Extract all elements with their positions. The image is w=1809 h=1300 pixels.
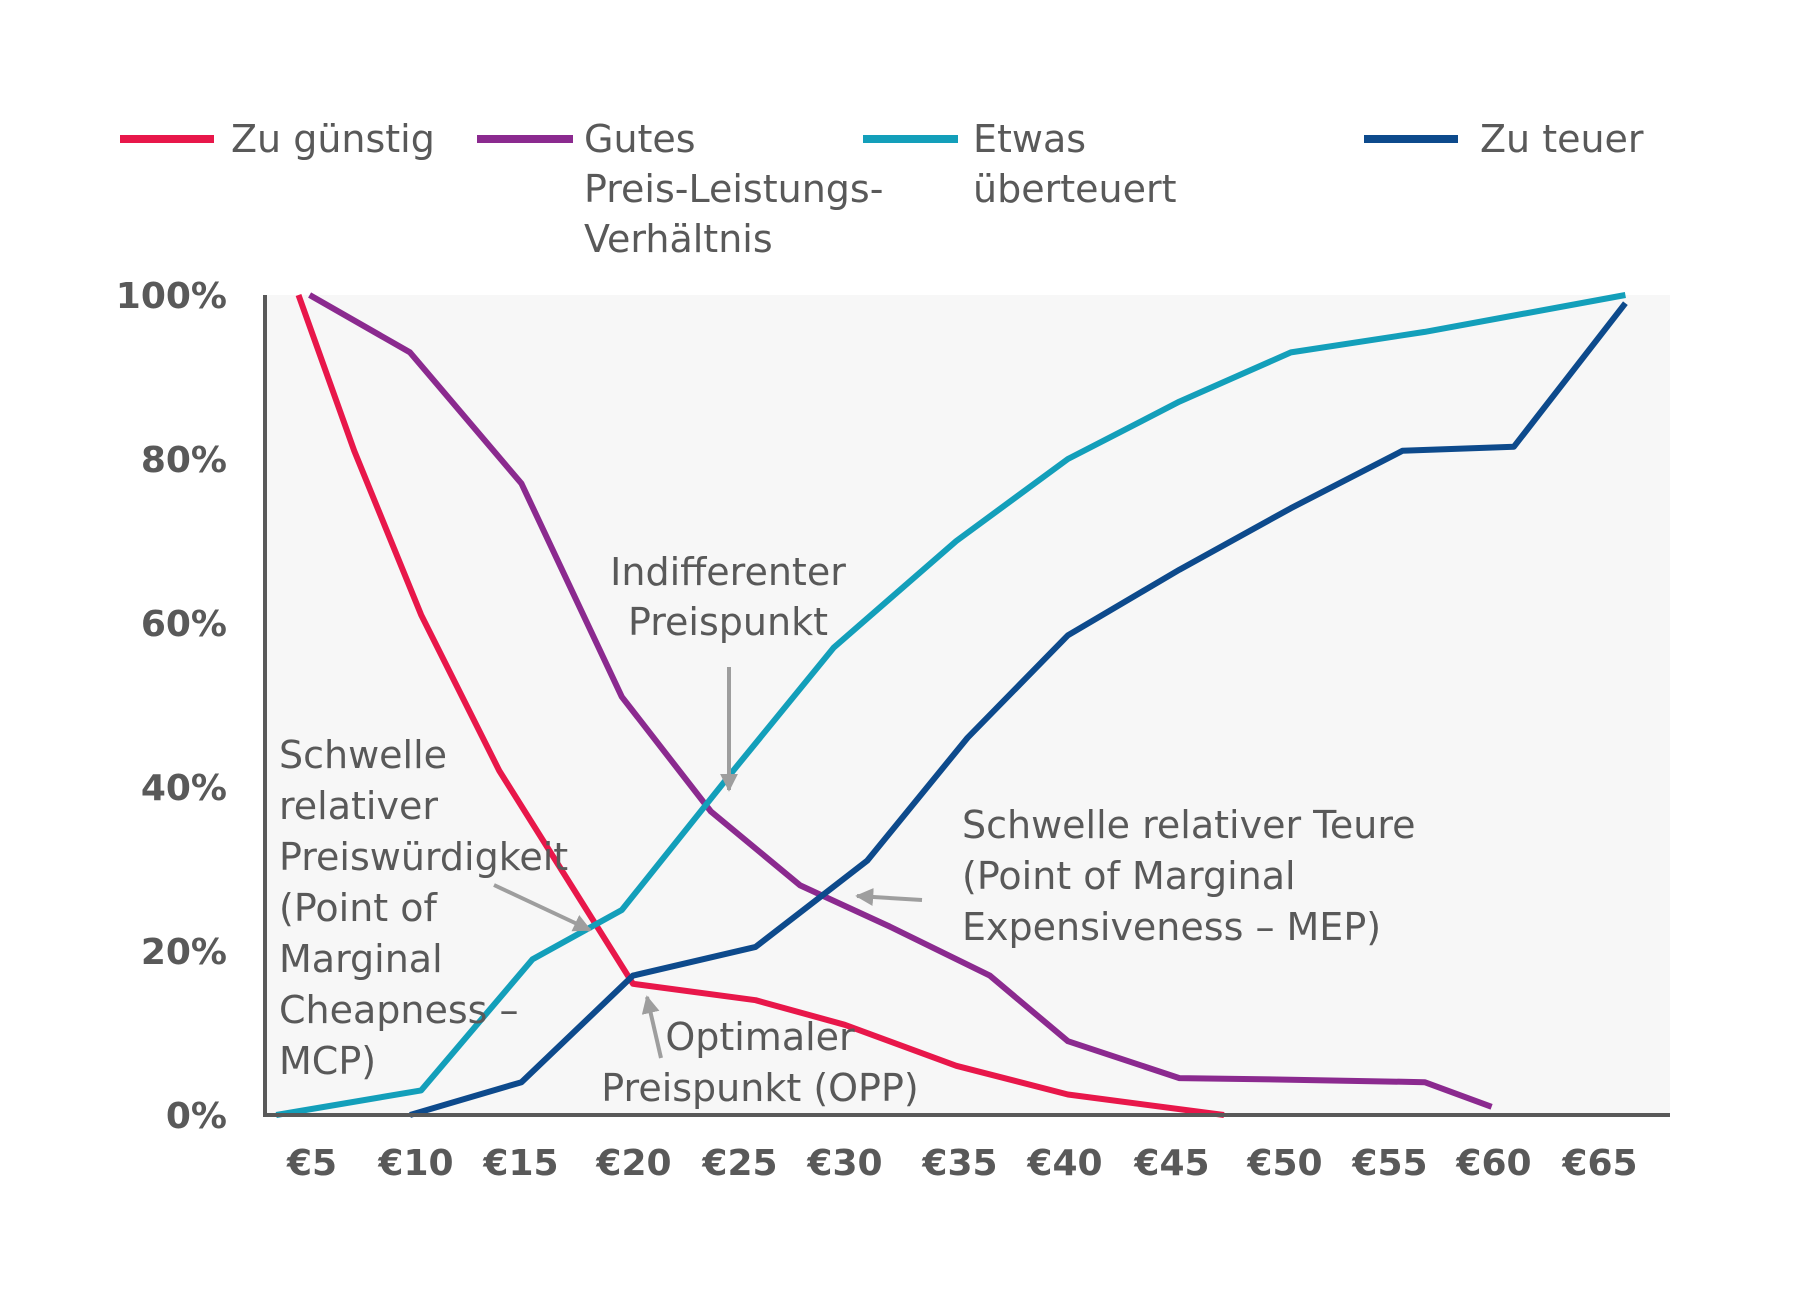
series-line-4 xyxy=(409,301,1628,1118)
x-tick-label: €60 xyxy=(1455,1143,1531,1184)
legend-label: Etwas überteuert xyxy=(973,117,1176,211)
x-tick-label: €50 xyxy=(1246,1143,1322,1184)
x-tick-label: €35 xyxy=(921,1143,997,1184)
x-tick-label: €55 xyxy=(1351,1143,1427,1184)
x-tick-label: €45 xyxy=(1133,1143,1209,1184)
legend-item-4: Zu teuer xyxy=(1364,117,1644,161)
x-tick-label: €30 xyxy=(806,1143,882,1184)
y-tick-label: 60% xyxy=(141,604,227,645)
series-line-1 xyxy=(295,293,1225,1118)
legend-label: Zu günstig xyxy=(231,117,435,161)
annotation-opp-text: Optimaler Preispunkt (OPP) xyxy=(601,1015,918,1110)
legend-label: Gutes Preis-Leistungs-Verhältnis xyxy=(584,117,883,261)
series-line-3 xyxy=(275,292,1626,1118)
annotation-mep-text: Schwelle relativer Teure (Point of Margin… xyxy=(962,803,1416,949)
legend-item-2: Gutes Preis-Leistungs-Verhältnis xyxy=(477,117,883,261)
y-tick-label: 40% xyxy=(141,768,227,809)
series-line-2 xyxy=(308,292,1493,1110)
annotation-ipp-text: Indifferenter Preispunkt xyxy=(610,550,846,644)
y-tick-label: 100% xyxy=(116,276,227,317)
y-tick-label: 80% xyxy=(141,440,227,481)
annotation-mcp-text: Schwelle relativer Preiswürdigkeit (Point o… xyxy=(279,733,568,1083)
arrow-mep xyxy=(855,888,923,906)
x-tick-label: €65 xyxy=(1561,1143,1637,1184)
x-tick-label: €10 xyxy=(377,1143,453,1184)
y-tick-label: 0% xyxy=(166,1096,227,1137)
legend-label: Zu teuer xyxy=(1480,117,1644,161)
arrow-opp xyxy=(641,995,663,1059)
y-tick-label: 20% xyxy=(141,932,227,973)
x-tick-label: €5 xyxy=(286,1143,337,1184)
plot-background xyxy=(265,295,1670,1115)
x-tick-label: €20 xyxy=(595,1143,671,1184)
legend-item-3: Etwas überteuert xyxy=(863,117,1176,211)
arrow-mcp xyxy=(493,883,592,932)
x-tick-label: €40 xyxy=(1026,1143,1102,1184)
x-tick-label: €25 xyxy=(701,1143,777,1184)
x-tick-label: €15 xyxy=(482,1143,558,1184)
legend-item-1: Zu günstig xyxy=(120,117,435,161)
